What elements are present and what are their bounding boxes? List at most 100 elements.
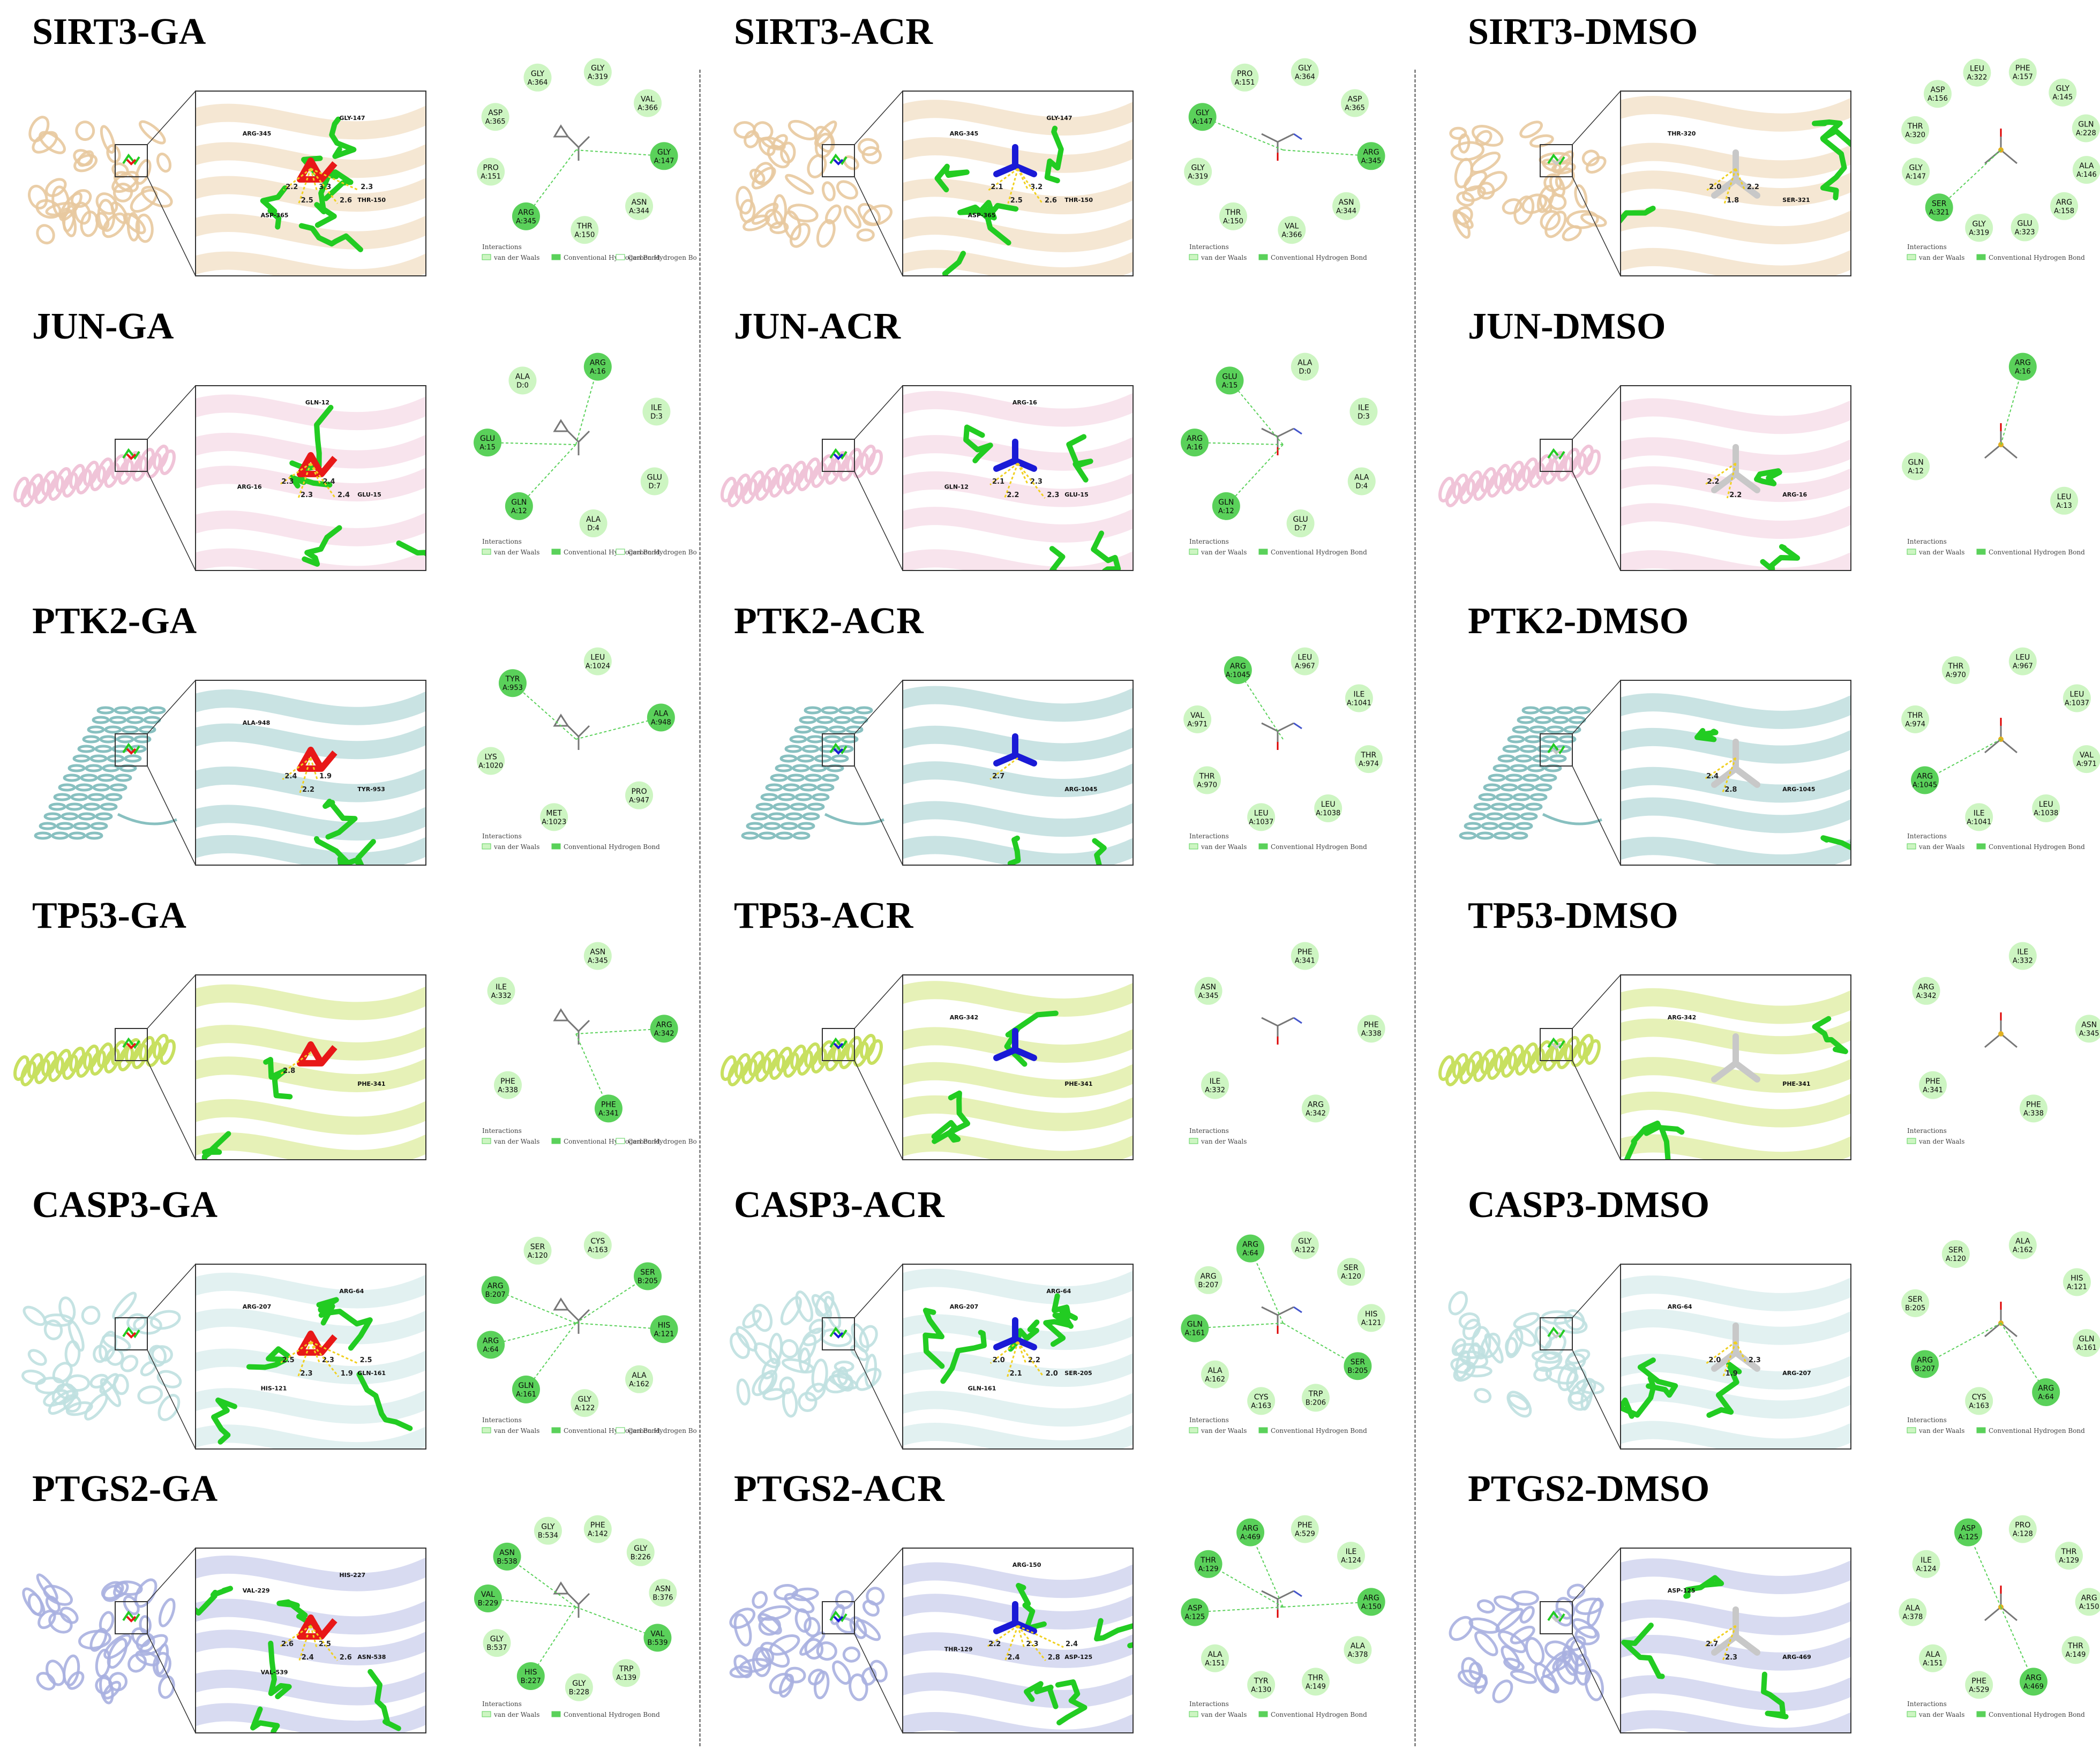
residue-position: A:228 <box>2076 129 2096 137</box>
panel-title: PTK2-ACR <box>734 600 924 642</box>
interaction-legend: Interactions van der Waals Conventional Hy… <box>1907 243 2085 261</box>
residue-label: ARG-150 <box>1012 1561 1041 1568</box>
legend-entry: Conventional Hydrogen Bond <box>1271 549 1367 556</box>
residue-position: D:7 <box>648 483 661 491</box>
residue-position: A:147 <box>1906 173 1926 181</box>
residue-position: A:124 <box>1916 1565 1937 1573</box>
residue-code: LEU <box>2069 690 2084 699</box>
residue-position: A:125 <box>1958 1534 1978 1542</box>
ligand-2d <box>553 714 590 750</box>
residue-position: A:366 <box>638 104 658 112</box>
interaction-legend: Interactions van der Waals <box>1907 1127 1964 1145</box>
residue-position: A:967 <box>2013 663 2033 671</box>
residue-position: A:948 <box>651 718 671 726</box>
bond-distance: 2.5 <box>1010 197 1023 205</box>
residue-position: B:229 <box>478 1600 498 1608</box>
residue-label: ASN-538 <box>357 1654 386 1661</box>
bond-distance: 2.2 <box>302 786 314 794</box>
panel-title: PTK2-DMSO <box>1468 600 1689 642</box>
legend-entry: Conventional Hydrogen Bond <box>564 843 660 851</box>
residue-position: A:971 <box>1187 720 1208 729</box>
binding-site-zoom: 2.0 1.9 2.3 ARG-207 ARG-64 <box>1620 1264 1851 1450</box>
legend-title: Interactions <box>1907 1416 1947 1424</box>
ligand-2d <box>553 1581 590 1618</box>
residue-position: A:529 <box>1295 1530 1315 1538</box>
residue-code: ARG <box>1917 1356 1933 1365</box>
residue-label: HIS-227 <box>339 1572 365 1579</box>
residue-code: ALA <box>2015 1237 2030 1246</box>
residue-code: GLY <box>657 148 671 156</box>
residue-code: SER <box>1932 199 1947 208</box>
residue-code: GLY <box>1909 164 1923 172</box>
legend-entry: van der Waals <box>1201 1138 1247 1145</box>
residue-position: A:378 <box>1902 1613 1923 1621</box>
residue-code: GLY <box>1196 109 1210 117</box>
panel-graphics: PHE-341ARG-342PHEA:341PHEA:338ARGA:342IL… <box>720 942 1385 1160</box>
residue-code: ARG <box>1363 148 1379 156</box>
ligand-2d <box>1984 1012 2018 1048</box>
bond-distance: 2.3 <box>301 1370 313 1378</box>
residue-code: ALA <box>1354 474 1369 482</box>
residue-label: PHE-341 <box>1064 1080 1092 1087</box>
residue-position: B:227 <box>521 1677 541 1685</box>
residue-code: CYS <box>1972 1393 1986 1401</box>
interaction-map-2d: GLYA:364ASPA:365ARGA:345ASNA:344VALA:366… <box>1184 58 1385 261</box>
bond-distance: 2.5 <box>319 1640 331 1648</box>
residue-code: GLY <box>1191 164 1205 172</box>
residue-code: SER <box>530 1243 545 1251</box>
bond-distance: 2.3 <box>301 491 313 499</box>
residue-position: A:338 <box>1361 1030 1382 1038</box>
residue-label: HIS-121 <box>261 1385 287 1392</box>
residue-position: D:3 <box>1358 412 1370 421</box>
residue-label: ARG-342 <box>950 1014 979 1021</box>
bond-distance: 1.9 <box>1726 1370 1738 1378</box>
interaction-map-2d: ARGA:16ILED:3GLUD:7ALAD:4GLNA:12GLUA:15A… <box>474 352 696 556</box>
legend-entry: Carbon Hydrogen Bond <box>628 1138 696 1145</box>
panel-casp3-ga: CASP3-GA 2.5 2.3 2.3 1.9 2.5 GLN-161 HIS-121 ARG… <box>0 1184 696 1473</box>
residue-label: GLN-12 <box>305 399 329 406</box>
residue-code: ILE <box>1358 403 1369 412</box>
legend-entry: van der Waals <box>1201 1711 1247 1718</box>
residue-code: ALA <box>1925 1650 1940 1659</box>
panel-ptgs2-dmso: PTGS2-DMSO 2.7 2.3 ARG-469 ASP-125 PRO A:128 TH… <box>1425 1468 2100 1757</box>
residue-position: D:4 <box>1355 483 1368 491</box>
panel-title: PTGS2-ACR <box>734 1468 944 1510</box>
interaction-legend: Interactions van der Waals Conventional Hy… <box>482 1127 696 1145</box>
residue-code: LEU <box>590 654 605 662</box>
panel-jun-ga: JUN-GA 2.3 2.3 2.4 2.4 GLU-15 ARG-16 GLN-12 ARG A… <box>0 305 696 595</box>
residue-position: A:147 <box>654 157 674 165</box>
residue-code: ILE <box>496 983 507 992</box>
residue-code: ASP <box>1188 1604 1202 1613</box>
residue-position: A:1038 <box>1316 809 1340 817</box>
protein-overview <box>13 439 176 507</box>
residue-position: A:1038 <box>2034 809 2058 817</box>
residue-code: GLY <box>578 1395 592 1403</box>
residue-code: LEU <box>1254 809 1269 817</box>
protein-overview <box>1449 121 1607 242</box>
binding-site-zoom: 2.12.2 2.3 2.3 GLU-15 GLN-12 ARG-16 <box>902 385 1134 571</box>
bond-distance: 2.3 <box>1030 478 1042 486</box>
residue-position: A:151 <box>481 173 501 181</box>
residue-position: A:469 <box>2023 1683 2044 1691</box>
protein-overview <box>1449 1583 1604 1703</box>
residue-position: A:365 <box>485 118 506 126</box>
panel-title: JUN-ACR <box>734 306 901 347</box>
residue-position: B:228 <box>569 1688 589 1696</box>
legend-title: Interactions <box>1189 243 1229 251</box>
bond-distance: 2.6 <box>340 1654 352 1662</box>
